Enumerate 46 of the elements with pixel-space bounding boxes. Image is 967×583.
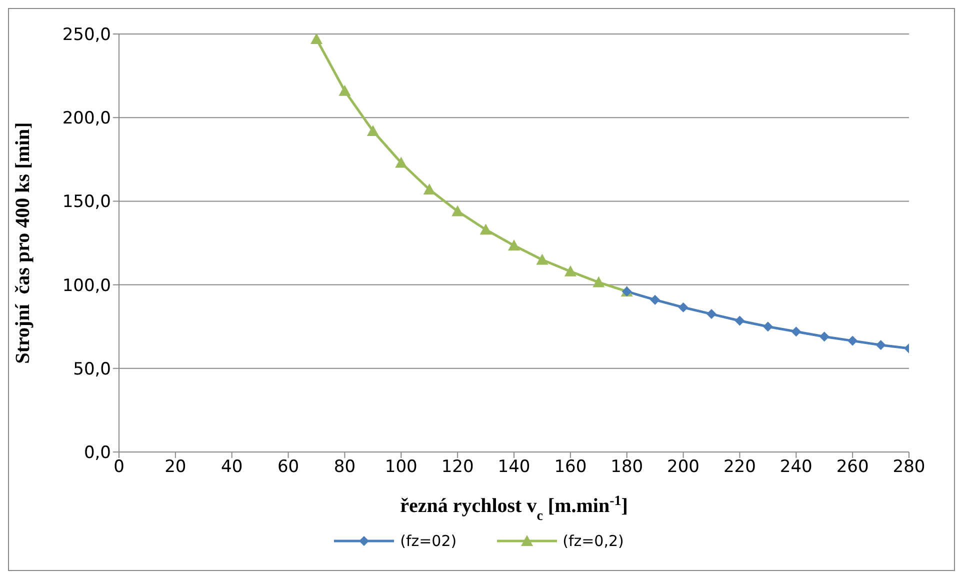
point: [762, 322, 773, 332]
x-tick-label: 80: [334, 457, 356, 478]
x-tick-label: 100: [384, 457, 418, 478]
point: [508, 240, 520, 251]
x-tick-label: 280: [892, 457, 926, 478]
point: [310, 34, 322, 44]
point: [592, 276, 605, 288]
x-tick-label: 20: [164, 457, 186, 478]
x-tick-label: 40: [221, 457, 243, 478]
point: [734, 316, 745, 326]
y-tick-label: 200,0: [62, 108, 111, 129]
point: [338, 84, 351, 96]
x-tick-label: 240: [780, 457, 812, 478]
x-tick-label: 220: [723, 457, 756, 478]
point: [452, 205, 464, 216]
point: [876, 340, 886, 350]
y-tick-label: 150,0: [62, 192, 111, 212]
x-axis-title: řezná rychlost v$_{c}$ [m.min$^{-1}$]: [400, 494, 628, 524]
point: [366, 124, 379, 136]
y-tick-label: 250,0: [62, 25, 111, 46]
point: [564, 265, 576, 276]
chart-frame: (fz=02) (fz=0,2) řezná rychlost v$_{c}$ [m.min$^{-1}$] Strojní čas pro 400 ks [min] 0 20 40 60 80 100 120 140 160 180 200 220 240 260 280 0,0 50,0 100,0 150,0 200,0 250,0: [8, 8, 955, 571]
point: [395, 156, 408, 168]
y-axis-title: Strojní čas pro 400 ks [min]: [12, 122, 34, 364]
x-tick-label: 120: [441, 457, 474, 478]
x-tick-label: 260: [836, 457, 869, 478]
y-tick-label: 50,0: [73, 359, 111, 380]
y-tick-label: 100,0: [62, 276, 111, 296]
x-tick-label: 180: [610, 457, 644, 478]
x-tick-label: 0: [114, 457, 124, 478]
x-tick-label: 60: [277, 457, 300, 478]
point: [423, 183, 436, 194]
legend-label: (fz=0,2): [562, 532, 624, 550]
x-tick-label: 140: [498, 457, 530, 478]
x-tick-label: 200: [667, 457, 700, 478]
point: [819, 332, 830, 342]
point: [848, 336, 858, 346]
legend-label: (fz=02): [400, 532, 457, 550]
point: [706, 309, 716, 320]
point: [650, 294, 660, 305]
point: [536, 254, 548, 265]
point: [678, 302, 688, 312]
point: [480, 224, 492, 235]
x-tick-label: 160: [554, 457, 587, 478]
point: [791, 326, 802, 337]
y-tick-label: 0,0: [84, 443, 111, 464]
